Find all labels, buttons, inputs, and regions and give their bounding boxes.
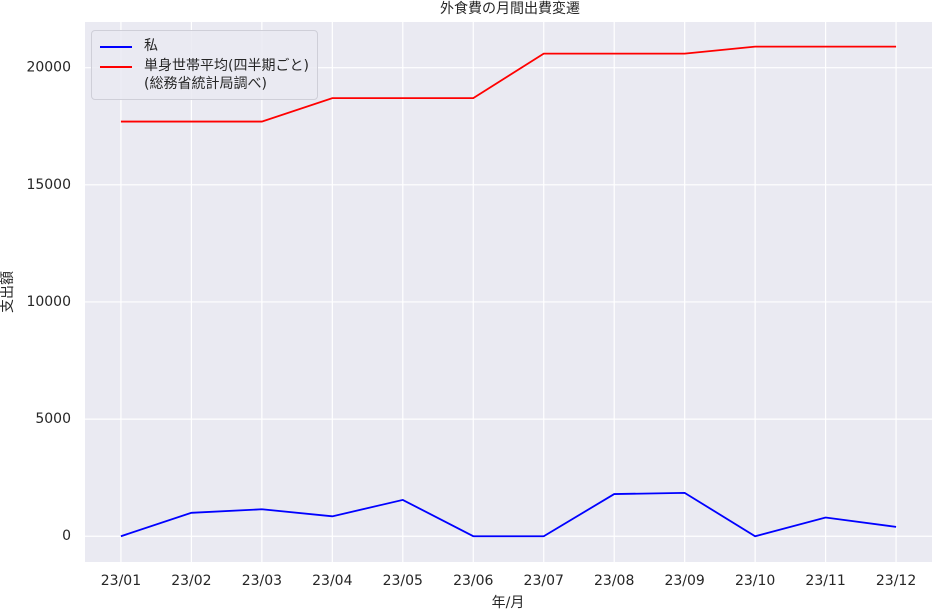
x-tick-label: 23/02 <box>171 573 211 589</box>
x-tick-label: 23/04 <box>312 573 352 589</box>
x-tick-label: 23/05 <box>383 573 423 589</box>
y-tick-label: 10000 <box>26 294 71 310</box>
y-axis-label: 支出額 <box>0 271 16 313</box>
legend-entry: 単身世帯平均(四半期ごと) (総務省統計局調べ) <box>100 57 309 93</box>
x-tick-label: 23/11 <box>805 573 845 589</box>
x-tick-label: 23/09 <box>664 573 704 589</box>
legend-swatch <box>100 66 132 68</box>
line-series <box>120 491 897 538</box>
x-tick-label: 23/10 <box>735 573 775 589</box>
x-tick-label: 23/12 <box>876 573 916 589</box>
legend: 私単身世帯平均(四半期ごと) (総務省統計局調べ) <box>91 30 318 100</box>
y-tick-label: 20000 <box>26 60 71 76</box>
x-tick-label: 23/03 <box>242 573 282 589</box>
legend-label: 私 <box>144 38 158 54</box>
y-tick-label: 5000 <box>35 411 71 427</box>
y-tick-label: 15000 <box>26 177 71 193</box>
legend-swatch <box>100 46 132 48</box>
plot-area <box>85 22 932 562</box>
y-tick-label: 0 <box>62 528 71 544</box>
line-series <box>120 45 897 123</box>
x-tick-label: 23/07 <box>524 573 564 589</box>
x-tick-label: 23/08 <box>594 573 634 589</box>
x-tick-label: 23/01 <box>101 573 141 589</box>
legend-entry: 私 <box>100 37 309 55</box>
x-axis-label: 年/月 <box>492 595 525 611</box>
x-tick-label: 23/06 <box>453 573 493 589</box>
legend-label: 単身世帯平均(四半期ごと) (総務省統計局調べ) <box>144 58 309 92</box>
chart-title: 外食費の月間出費変遷 <box>440 0 580 17</box>
